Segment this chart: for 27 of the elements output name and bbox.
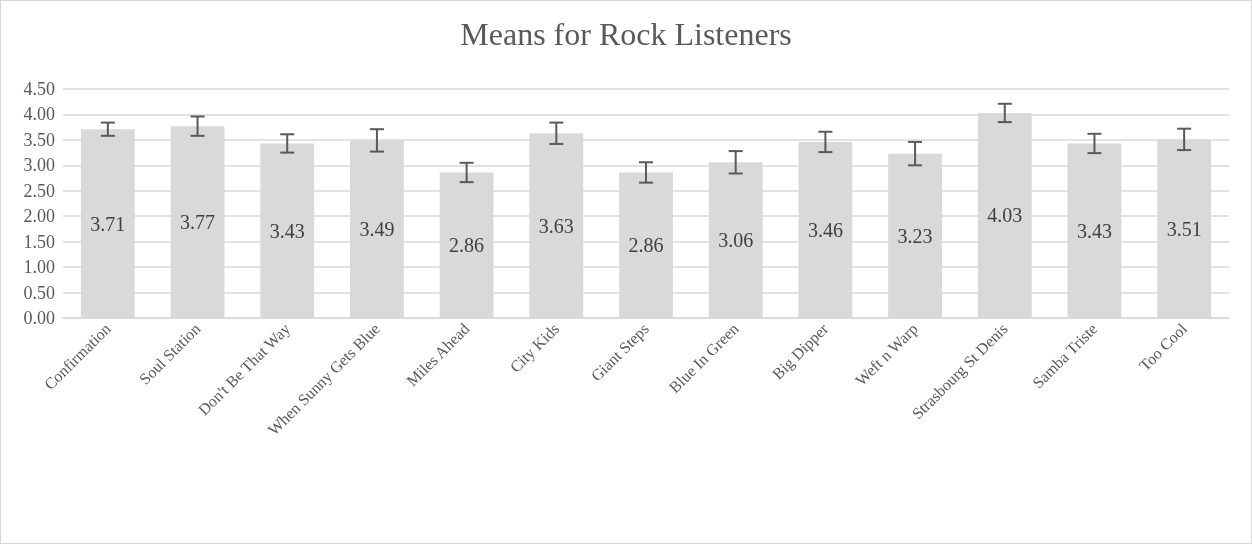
data-label: 3.06 bbox=[718, 229, 754, 252]
y-tick-label: 1.50 bbox=[23, 231, 55, 252]
x-tick-label: Too Cool bbox=[1135, 319, 1191, 375]
y-tick-label: 4.50 bbox=[23, 79, 55, 99]
data-label: 3.43 bbox=[1076, 219, 1112, 242]
data-label: 3.51 bbox=[1166, 217, 1202, 240]
data-label: 3.63 bbox=[538, 214, 574, 237]
data-label: 3.49 bbox=[359, 218, 395, 241]
x-tick-label: Weft n Warp bbox=[852, 319, 922, 390]
x-tick-label: City Kids bbox=[506, 319, 564, 377]
data-label: 3.71 bbox=[90, 212, 126, 235]
y-tick-label: 2.50 bbox=[23, 180, 55, 201]
data-label: 3.77 bbox=[180, 211, 216, 234]
chart-title: Means for Rock Listeners bbox=[460, 16, 792, 52]
y-tick-label: 3.00 bbox=[23, 155, 55, 176]
y-tick-label: 0.00 bbox=[23, 308, 55, 328]
y-tick-label: 4.00 bbox=[23, 104, 55, 125]
data-label: 3.23 bbox=[897, 224, 933, 247]
data-label: 4.03 bbox=[987, 204, 1023, 227]
y-tick-label: 0.50 bbox=[23, 282, 55, 303]
data-label: 3.43 bbox=[269, 219, 305, 242]
data-label: 2.86 bbox=[449, 234, 485, 257]
data-label: 2.86 bbox=[628, 234, 664, 257]
y-tick-label: 1.00 bbox=[23, 257, 55, 278]
data-label: 3.46 bbox=[807, 218, 843, 241]
y-tick-label: 2.00 bbox=[23, 206, 55, 227]
y-tick-label: 3.50 bbox=[23, 129, 55, 150]
